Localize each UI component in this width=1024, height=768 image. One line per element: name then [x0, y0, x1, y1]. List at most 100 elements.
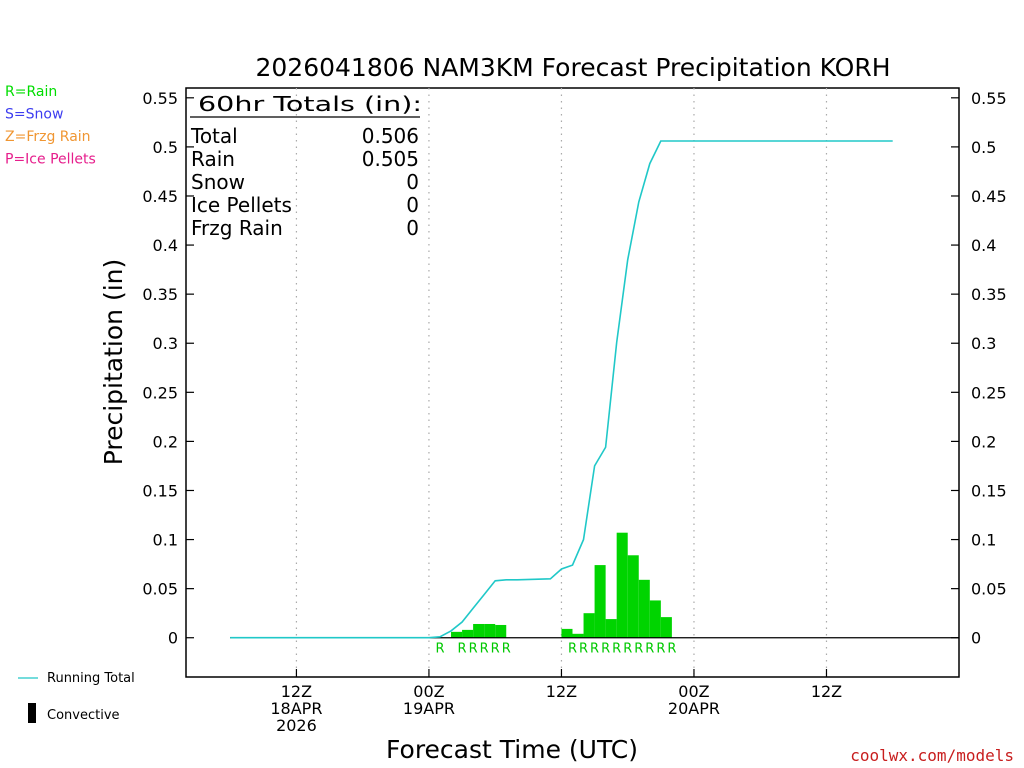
rain-bar — [495, 624, 507, 638]
y-tick-label: 0.3 — [971, 334, 996, 353]
totals-row-label: Frzg Rain — [191, 216, 283, 240]
x-tick-label: 12Z — [546, 682, 577, 701]
running-total-polyline — [230, 140, 893, 639]
rain-bar — [627, 555, 639, 638]
rain-bar — [649, 600, 661, 638]
y-tick-label: 0.15 — [142, 481, 178, 500]
plot-frame — [185, 87, 960, 678]
rain-marker: R — [469, 642, 478, 657]
y-tick-label: 0.1 — [971, 531, 996, 550]
y-tick-label: 0.15 — [971, 481, 1007, 500]
rain-bars — [451, 532, 672, 638]
rain-bar — [660, 617, 672, 638]
rain-marker: R — [480, 642, 489, 657]
totals-row-label: Total — [190, 124, 238, 148]
rain-marker: R — [656, 642, 665, 657]
chart-title: 2026041806 NAM3KM Forecast Precipitation… — [255, 53, 890, 82]
running-total-legend: Running Total — [18, 671, 135, 686]
totals-row-value: 0.506 — [362, 124, 419, 148]
y-tick-label: 0.2 — [153, 432, 178, 451]
rain-bar — [572, 633, 584, 638]
rain-marker: R — [568, 642, 577, 657]
rain-marker: R — [667, 642, 676, 657]
rain-bar — [473, 623, 485, 638]
totals-row-value: 0 — [406, 216, 419, 240]
rain-bar — [616, 532, 628, 638]
rain-marker: R — [623, 642, 632, 657]
y-tick-label: 0.45 — [971, 187, 1007, 206]
running-total-line — [230, 140, 893, 639]
y-tick-label: 0 — [971, 629, 981, 648]
grid-lines — [295, 88, 828, 677]
rain-marker: R — [458, 642, 467, 657]
y-axis-right: 0 0.05 0.1 0.15 0.2 0.25 0.3 0.35 0.4 0.45 0.5 0.55 — [951, 89, 1007, 648]
rain-bar — [605, 619, 617, 638]
x-tick-label: 12Z — [281, 682, 312, 701]
y-tick-label: 0.3 — [153, 334, 178, 353]
totals-header: 60hr Totals (in): — [198, 92, 422, 116]
convective-swatch — [28, 703, 36, 723]
y-tick-label: 0.05 — [971, 580, 1007, 599]
totals-row-value: 0.505 — [362, 147, 419, 171]
rain-marker: R — [579, 642, 588, 657]
x-axis-label: Forecast Time (UTC) — [386, 735, 638, 764]
convective-label: Convective — [47, 708, 120, 723]
rain-bar — [638, 579, 650, 638]
x-tick-label: 19APR — [403, 699, 455, 718]
y-tick-label: 0.05 — [142, 580, 178, 599]
x-tick-label: 2026 — [276, 716, 317, 735]
y-axis-left: 0 0.05 0.1 0.15 0.2 0.25 0.3 0.35 0.4 0.45 0.5 0.55 — [142, 89, 194, 648]
y-tick-label: 0.1 — [153, 531, 178, 550]
y-tick-label: 0.35 — [971, 285, 1007, 304]
credit-text: coolwx.com/models — [850, 746, 1014, 765]
running-total-label: Running Total — [47, 671, 135, 686]
totals-row-value: 0 — [406, 170, 419, 194]
y-tick-label: 0.35 — [142, 285, 178, 304]
y-tick-label: 0.25 — [142, 383, 178, 402]
totals-rows: Total 0.506 Rain 0.505 Snow 0 Ice Pellets 0 Frzg… — [190, 124, 419, 240]
rain-bar — [484, 623, 496, 638]
rain-bar — [594, 565, 606, 638]
rain-marker: R — [590, 642, 599, 657]
y-tick-label: 0.45 — [142, 187, 178, 206]
precip-type-legend-item: R=Rain — [5, 84, 57, 100]
precip-type-legend: R=Rain S=Snow Z=Frzg Rain P=Ice Pellets — [5, 84, 96, 168]
rain-bar — [561, 628, 573, 638]
y-tick-label: 0.2 — [971, 432, 996, 451]
y-tick-label: 0.4 — [153, 236, 178, 255]
y-tick-label: 0 — [168, 629, 178, 648]
rain-marker: R — [502, 642, 511, 657]
totals-box: 60hr Totals (in): Total 0.506 Rain 0.505 Sno… — [190, 92, 422, 240]
rain-marker: R — [612, 642, 621, 657]
x-tick-label: 20APR — [668, 699, 720, 718]
rain-marker: R — [601, 642, 610, 657]
totals-row-label: Ice Pellets — [191, 193, 292, 217]
y-tick-label: 0.5 — [971, 138, 996, 157]
x-tick-label: 00Z — [413, 682, 444, 701]
totals-row-label: Rain — [191, 147, 235, 171]
rain-bar — [451, 631, 463, 638]
y-tick-label: 0.55 — [971, 89, 1007, 108]
precip-type-legend-item: S=Snow — [5, 107, 63, 123]
rain-marker: R — [634, 642, 643, 657]
x-tick-label: 18APR — [270, 699, 322, 718]
x-tick-label: 12Z — [811, 682, 842, 701]
rain-bar — [583, 613, 595, 638]
convective-legend: Convective — [28, 703, 120, 723]
y-tick-label: 0.25 — [971, 383, 1007, 402]
y-tick-label: 0.4 — [971, 236, 996, 255]
totals-row-label: Snow — [191, 170, 245, 194]
x-tick-label: 00Z — [678, 682, 709, 701]
y-axis-label: Precipitation (in) — [99, 259, 128, 466]
rain-marker: R — [491, 642, 500, 657]
precip-type-legend-item: Z=Frzg Rain — [5, 129, 91, 145]
y-tick-label: 0.5 — [153, 138, 178, 157]
rain-bar — [462, 629, 474, 638]
rain-marker: R — [435, 642, 444, 657]
rain-marker: R — [645, 642, 654, 657]
y-tick-label: 0.55 — [142, 89, 178, 108]
totals-row-value: 0 — [406, 193, 419, 217]
